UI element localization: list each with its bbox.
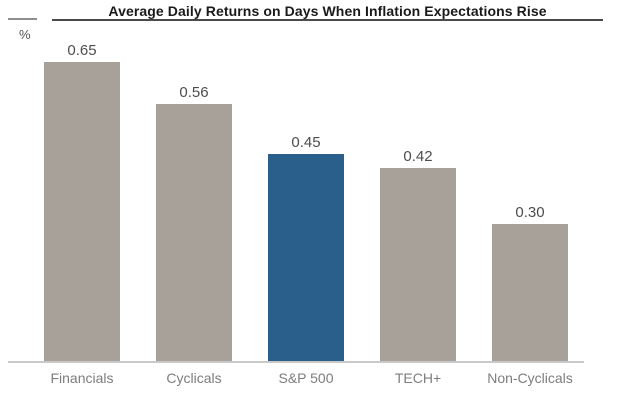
value-label-tech: 0.42	[403, 148, 433, 165]
value-label-cyclicals: 0.56	[179, 84, 209, 101]
x-axis-line	[8, 361, 584, 363]
value-label-financials: 0.65	[67, 42, 97, 59]
bar-financials	[44, 62, 120, 362]
axis-label-tech: TECH+	[394, 370, 442, 386]
value-label-s-p-500: 0.45	[291, 134, 321, 151]
axis-tick-dash	[8, 18, 37, 20]
y-axis-unit-label: %	[19, 27, 31, 42]
value-label-non-cyclicals: 0.30	[515, 204, 545, 221]
bar-non-cyclicals	[492, 224, 568, 362]
axis-label-non-cyclicals: Non-Cyclicals	[487, 370, 573, 386]
chart-title: Average Daily Returns on Days When Infla…	[108, 3, 547, 19]
bar-tech	[380, 168, 456, 362]
bar-cyclicals	[156, 104, 232, 362]
bar-s-p-500	[268, 154, 344, 362]
axis-label-cyclicals: Cyclicals	[166, 370, 222, 386]
axis-label-financials: Financials	[50, 370, 114, 386]
axis-label-s-p-500: S&P 500	[278, 370, 334, 386]
title-underline	[52, 19, 603, 21]
